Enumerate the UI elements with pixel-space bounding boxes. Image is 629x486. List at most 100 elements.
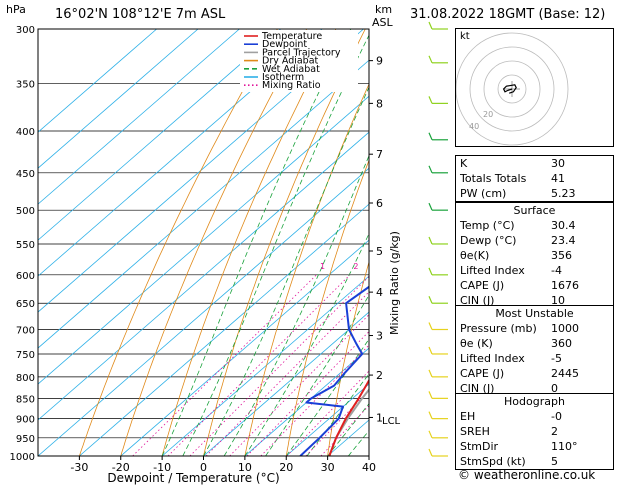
km-tick-label: 4 xyxy=(376,286,383,299)
credit-text: © weatheronline.co.uk xyxy=(458,468,596,482)
pressure-tick-label: 800 xyxy=(16,373,35,384)
hodograph-ring xyxy=(497,74,527,104)
unstable-value: 0 xyxy=(551,382,558,395)
km-tick-label: 2 xyxy=(376,369,383,382)
unstable-row: CAPE (J) 2445 xyxy=(456,366,613,381)
index-value: 30 xyxy=(551,157,565,170)
hodograph-row: EH -0 xyxy=(456,409,613,424)
wind-barb xyxy=(428,55,448,64)
wind-barb xyxy=(428,448,448,457)
mixing-ratio-label: 6 xyxy=(412,262,417,271)
isotherm-line xyxy=(120,239,369,456)
wind-barb-flag xyxy=(428,411,433,419)
surface-row: Temp (°C) 30.4 xyxy=(456,218,613,233)
wind-barb-flag xyxy=(428,295,433,304)
asl-unit-label: ASL xyxy=(372,16,393,29)
most-unstable-title: Most Unstable xyxy=(495,307,574,320)
dry-adiabat-line xyxy=(203,29,366,456)
x-axis-label: Dewpoint / Temperature (°C) xyxy=(107,471,279,485)
location-title: 16°02'N 108°12'E 7m ASL xyxy=(55,7,226,22)
pressure-tick-label: 550 xyxy=(16,240,35,251)
unstable-value: 2445 xyxy=(551,367,579,380)
index-value: 41 xyxy=(551,172,565,185)
km-tick-label: 9 xyxy=(376,55,383,68)
wind-barb-flag xyxy=(428,96,433,104)
wind-barb-flag xyxy=(428,55,433,64)
isotherm-line xyxy=(38,131,369,421)
temp-tick-label: -30 xyxy=(70,461,88,474)
mixing-ratio-line xyxy=(189,275,369,456)
pressure-tick-label: 500 xyxy=(16,206,35,217)
legend-label: Dewpoint xyxy=(262,39,307,50)
unstable-value: -5 xyxy=(551,352,562,365)
surface-label: CAPE (J) xyxy=(460,279,505,292)
surface-row: Dewp (°C) 23.4 xyxy=(456,233,613,248)
isotherm-line xyxy=(38,59,369,349)
wind-barb xyxy=(428,295,448,304)
surface-value: 1676 xyxy=(551,279,579,292)
surface-value: 23.4 xyxy=(551,234,576,247)
unstable-label: θe (K) xyxy=(460,337,493,350)
surface-row: Lifted Index -4 xyxy=(456,263,613,278)
unstable-value: 1000 xyxy=(551,322,579,335)
wind-barb-flag xyxy=(428,21,433,30)
pressure-tick-label: 450 xyxy=(16,169,35,180)
temp-tick-label: 10 xyxy=(238,461,252,474)
hodograph-panel: Hodograph EH -0 SREH 2 StmDir 110° StmSpd (kt)… xyxy=(455,393,614,470)
km-tick-label: 7 xyxy=(376,148,383,161)
isotherm-line xyxy=(79,203,369,456)
wind-barb-flag xyxy=(428,165,433,174)
wind-barb xyxy=(428,346,448,355)
hodograph-row: StmSpd (kt) 5 xyxy=(456,454,613,469)
unstable-row: Lifted Index -5 xyxy=(456,351,613,366)
index-label: K xyxy=(460,157,468,170)
hodograph-value: 5 xyxy=(551,455,558,468)
plot-frame xyxy=(37,28,370,457)
legend-label: Isotherm xyxy=(262,72,304,83)
wind-barb-flag xyxy=(428,322,433,330)
hodograph-row: StmDir 110° xyxy=(456,439,613,454)
lcl-label: LCL xyxy=(382,416,401,427)
surface-row: CIN (J) 10 xyxy=(456,293,613,308)
surface-value: 30.4 xyxy=(551,219,576,232)
km-tick-label: 5 xyxy=(376,245,383,258)
hodograph-label: StmDir xyxy=(460,440,499,453)
unstable-label: Lifted Index xyxy=(460,352,525,365)
pressure-tick-label: 300 xyxy=(16,25,35,36)
wind-barb xyxy=(428,21,448,30)
mixing-ratio-label: 2 xyxy=(353,262,358,271)
wind-barb-flag xyxy=(428,346,433,355)
km-unit-label: km xyxy=(375,3,393,16)
wind-barb xyxy=(428,202,448,211)
wind-barb-flag xyxy=(428,132,433,141)
mixing-ratio-line xyxy=(167,274,351,456)
wet-adiabat-line xyxy=(182,34,369,456)
pressure-tick-label: 900 xyxy=(16,415,35,426)
hodograph-value: -0 xyxy=(551,410,562,423)
wind-barb xyxy=(428,267,448,276)
index-value: 5.23 xyxy=(551,187,576,200)
isotherm-line xyxy=(38,167,369,456)
hodograph-plot: kt 20 40 xyxy=(455,31,569,146)
wind-barb xyxy=(428,430,448,439)
mixing-ratio-axis-label: Mixing Ratio (g/kg) xyxy=(388,231,401,335)
unstable-label: CIN (J) xyxy=(460,382,495,395)
index-row: PW (cm) 5.23 xyxy=(456,186,613,201)
legend-label: Parcel Trajectory xyxy=(262,47,341,58)
dewpoint-line xyxy=(299,285,369,456)
hodograph-label: EH xyxy=(460,410,476,423)
mixing-ratio-line xyxy=(205,291,369,456)
surface-title: Surface xyxy=(513,204,556,217)
wind-barb xyxy=(428,391,448,399)
hodograph-ring xyxy=(483,60,541,118)
mixing-ratio-line xyxy=(132,274,317,456)
surface-label: CIN (J) xyxy=(460,294,495,307)
isotherm-line xyxy=(38,29,240,205)
hodograph-ring xyxy=(455,32,569,146)
legend-label: Temperature xyxy=(261,31,322,42)
surface-panel: Surface Temp (°C) 30.4 Dewp (°C) 23.4 θe(K) 3… xyxy=(455,202,614,309)
unstable-row: Pressure (mb) 1000 xyxy=(456,321,613,336)
dry-adiabat-line xyxy=(327,260,369,456)
dry-adiabat-line xyxy=(613,29,629,456)
